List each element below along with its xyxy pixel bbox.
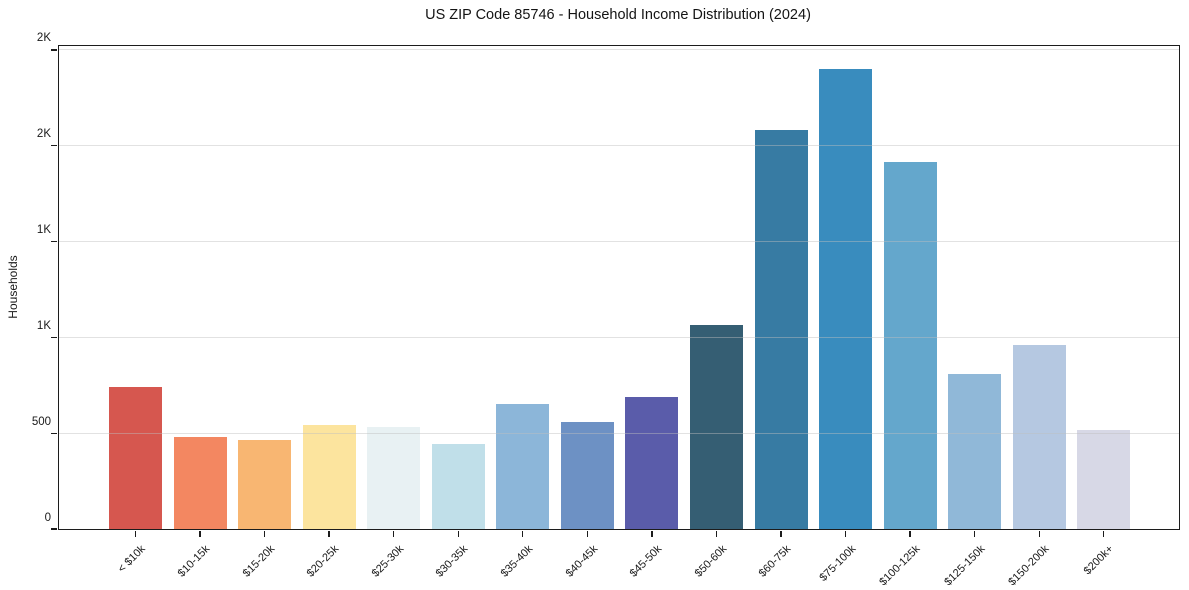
bar-35-40k <box>496 404 550 529</box>
x-tick-label: $35-40k <box>498 543 536 580</box>
x-tick-label: $30-35k <box>434 543 471 580</box>
y-tick-label: 0 <box>44 511 51 524</box>
y-tick-label: 500 <box>31 415 51 428</box>
x-tick-mark <box>973 531 976 537</box>
x-tick-label: $200k+ <box>1082 543 1117 578</box>
x-tick-mark <box>263 531 266 537</box>
bar-75-100k <box>819 69 873 529</box>
x-tick-mark <box>522 531 524 537</box>
x-tick-label: $75-100k <box>817 543 859 584</box>
bar-25-30k <box>367 426 421 529</box>
x-tick-mark <box>780 531 782 537</box>
gridline-2000 <box>59 145 1179 147</box>
y-tick-mark <box>51 432 57 434</box>
x-tick-label: $50-60k <box>692 543 729 580</box>
bar-125-150k <box>948 373 1002 529</box>
bar-20-25k <box>302 424 356 529</box>
bar-60-75k <box>754 130 808 529</box>
plot-area: 0 500 1K 1K 2K 2K < $10k $10-15k $15-20k $20-25k $… <box>32 32 1180 588</box>
x-tick-mark <box>393 531 395 537</box>
bar-10k <box>109 387 162 529</box>
gridline-1000 <box>59 336 1179 338</box>
gridline-500 <box>59 432 1179 434</box>
x-tick-mark <box>328 531 330 537</box>
bar-150-200k <box>1012 345 1066 529</box>
x-tick-label: $15-20k <box>240 543 278 580</box>
y-tick-mark <box>51 336 57 338</box>
y-tick-mark <box>51 145 57 147</box>
y-tick-mark <box>51 528 57 530</box>
bar-30-35k <box>431 443 485 529</box>
bar-50-60k <box>689 324 743 529</box>
y-tick-label: 1K <box>36 319 51 332</box>
x-tick-label: $10-15k <box>175 543 213 580</box>
x-tick-label: $45-50k <box>627 543 665 580</box>
x-tick-mark <box>651 531 653 537</box>
x-tick-label: < $10k <box>115 543 148 576</box>
bar-10-15k <box>173 437 227 529</box>
y-tick-mark <box>51 49 57 51</box>
gridline-2500 <box>59 49 1179 51</box>
x-tick-label: $125-150k <box>941 543 988 589</box>
x-tick-mark <box>715 531 718 537</box>
x-tick-label: $25-30k <box>369 543 407 580</box>
y-tick-label: 2K <box>36 32 51 45</box>
x-tick-label: $100-125k <box>877 543 923 589</box>
x-tick-mark <box>909 531 911 537</box>
x-tick-label: $150-200k <box>1006 543 1052 589</box>
bar-100-125k <box>883 162 937 529</box>
x-tick-label: $60-75k <box>756 543 794 580</box>
bar-40-45k <box>560 421 614 529</box>
bar-45-50k <box>625 396 679 529</box>
x-tick-mark <box>1103 531 1105 537</box>
chart-title: US ZIP Code 85746 - Household Income Dis… <box>425 7 811 23</box>
y-tick-label: 2K <box>36 128 51 141</box>
x-tick-mark <box>844 531 847 537</box>
x-tick-mark <box>457 531 459 537</box>
x-tick-label: $20-25k <box>305 543 342 580</box>
y-tick-mark <box>51 240 57 243</box>
x-tick-label: $40-45k <box>563 543 600 580</box>
bar-15-20k <box>238 439 292 529</box>
gridline-1500 <box>59 241 1179 242</box>
x-tick-mark <box>586 531 589 537</box>
x-tick-mark <box>134 531 137 537</box>
y-tick-label: 1K <box>36 224 51 236</box>
bar-200k <box>1077 430 1131 529</box>
x-tick-mark <box>199 531 201 537</box>
x-tick-mark <box>1038 531 1040 537</box>
